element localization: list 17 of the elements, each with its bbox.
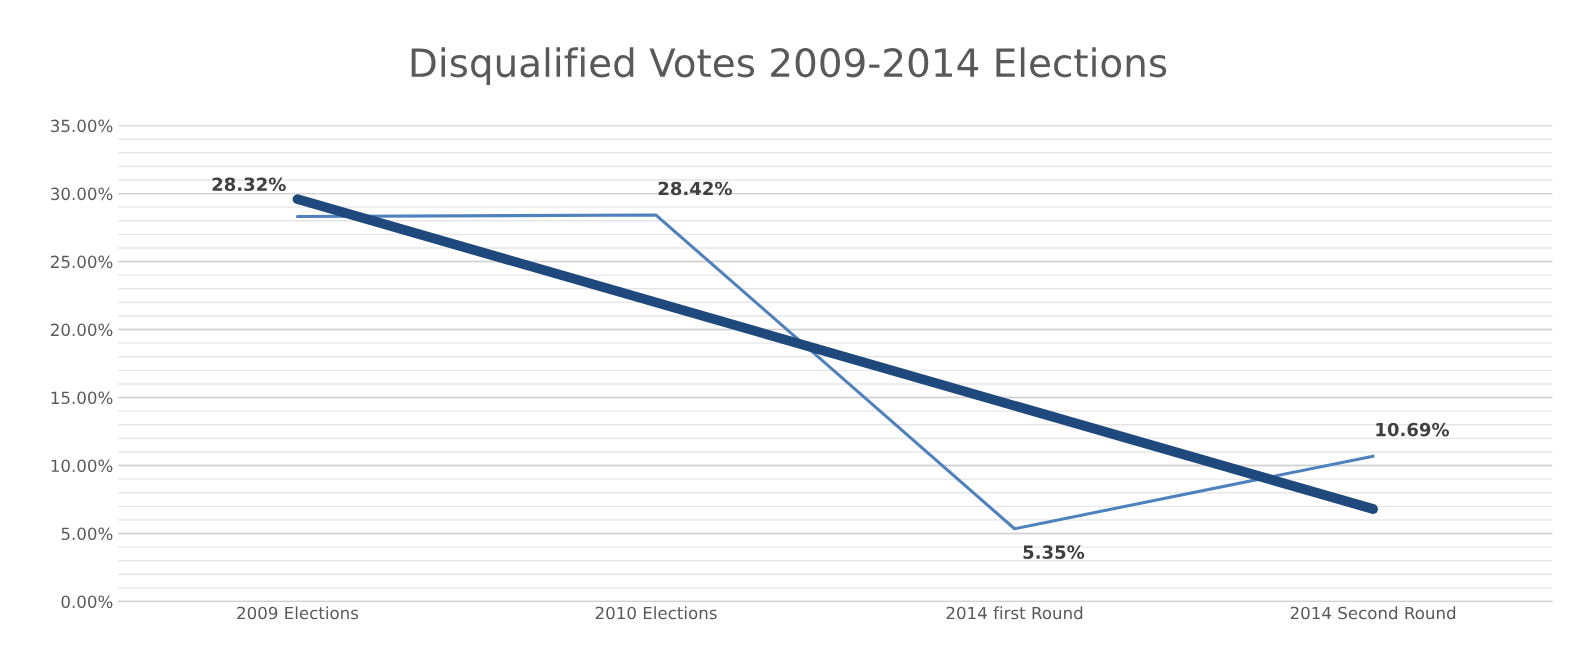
data-label: 28.42% — [658, 181, 732, 196]
y-tick-label: 25.00% — [51, 255, 113, 269]
y-tick-label: 15.00% — [51, 391, 113, 405]
y-tick-label: 5.00% — [61, 527, 113, 541]
data-label: 28.32% — [212, 177, 286, 192]
y-tick-label: 30.00% — [51, 187, 113, 201]
x-tick-label: 2014 first Round — [946, 606, 1083, 620]
data-label: 5.35% — [1023, 545, 1085, 559]
x-tick-label: 2010 Elections — [595, 606, 717, 620]
y-tick-label: 35.00% — [51, 119, 113, 133]
x-tick-label: 2014 Second Round — [1290, 606, 1456, 620]
y-tick-label: 10.00% — [51, 459, 113, 473]
y-tick-label: 20.00% — [51, 323, 113, 337]
chart-title: Disqualified Votes 2009-2014 Elections — [411, 47, 1167, 85]
y-tick-label: 0.00% — [61, 595, 113, 609]
data-label: 10.69% — [1376, 422, 1450, 437]
x-tick-label: 2009 Elections — [237, 606, 359, 620]
